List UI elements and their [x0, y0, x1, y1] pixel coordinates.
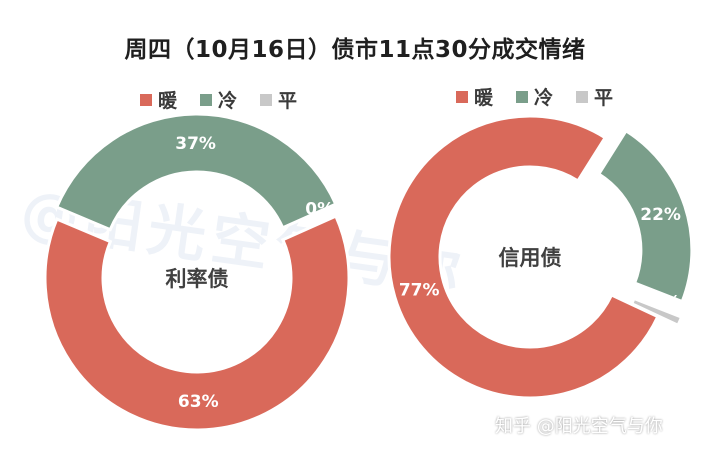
slice-2 — [54, 112, 338, 232]
slice-3 — [629, 296, 684, 328]
legend-swatch-2 — [200, 94, 212, 106]
slice-2 — [596, 128, 694, 304]
legend-swatch-1 — [140, 94, 152, 106]
slice-1 — [387, 114, 660, 400]
data-label-1: 77% — [399, 281, 440, 301]
data-label-3: 1% — [652, 293, 681, 313]
legend-label-3: 平 — [278, 90, 297, 112]
legend-label-2: 冷 — [218, 89, 237, 112]
chart-title: 周四（10月16日）债市11点30分成交情绪 — [124, 37, 586, 63]
legend-swatch-1 — [456, 91, 468, 103]
legend-label-3: 平 — [594, 87, 613, 109]
bottom-watermark: 知乎 @阳光空气与你 — [495, 416, 663, 437]
legend-swatch-2 — [516, 91, 528, 103]
legend-swatch-3 — [260, 94, 272, 106]
donut-chart-1: 暖 冷 平 63% 37% 0% 利率债 — [43, 89, 351, 432]
donut-chart-2: 暖 冷 平 77% 22% 1% 信用债 — [387, 86, 694, 400]
center-label: 信用债 — [499, 246, 562, 270]
legend-label-1: 暖 — [158, 89, 178, 112]
data-label-2: 37% — [175, 134, 216, 154]
legend: 暖冷平 — [140, 89, 297, 112]
data-label-3: 0% — [305, 200, 334, 220]
legend-label-2: 冷 — [534, 86, 553, 109]
legend: 暖冷平 — [456, 86, 613, 109]
center-label: 利率债 — [166, 267, 229, 291]
slice-1 — [43, 214, 351, 432]
legend-label-1: 暖 — [474, 86, 494, 109]
data-label-1: 63% — [178, 392, 219, 412]
legend-swatch-3 — [576, 91, 588, 103]
data-label-2: 22% — [640, 205, 681, 225]
